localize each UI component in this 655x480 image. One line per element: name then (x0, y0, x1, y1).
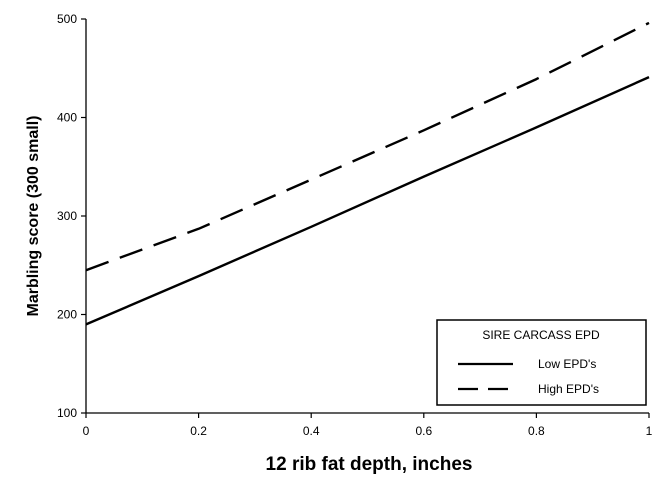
series-line-high-epds (85, 21, 650, 272)
axes: 0 0.2 0.4 0.6 0.8 1 100 200 300 400 500 (57, 12, 653, 438)
x-tick-label: 0.8 (528, 424, 545, 438)
plot-area (85, 21, 650, 326)
legend-label-low-epds: Low EPD's (538, 357, 596, 371)
x-tick-label: 0 (83, 424, 90, 438)
y-tick-label: 100 (57, 406, 77, 420)
y-tick-label: 200 (57, 308, 77, 322)
legend-label-high-epds: High EPD's (538, 382, 599, 396)
y-axis-title: Marbling score (300 small) (25, 116, 42, 317)
x-tick-label: 1 (646, 424, 653, 438)
x-tick-label: 0.2 (190, 424, 207, 438)
series-line-low-epds (85, 76, 650, 326)
x-tick-label: 0.4 (303, 424, 320, 438)
y-tick-label: 300 (57, 209, 77, 223)
y-tick-label: 400 (57, 111, 77, 125)
x-axis-title: 12 rib fat depth, inches (266, 454, 473, 475)
legend: SIRE CARCASS EPD Low EPD's High EPD's (436, 319, 647, 406)
y-tick-label: 500 (57, 12, 77, 26)
legend-title: SIRE CARCASS EPD (482, 328, 600, 342)
legend-box (436, 319, 647, 406)
x-tick-label: 0.6 (415, 424, 432, 438)
